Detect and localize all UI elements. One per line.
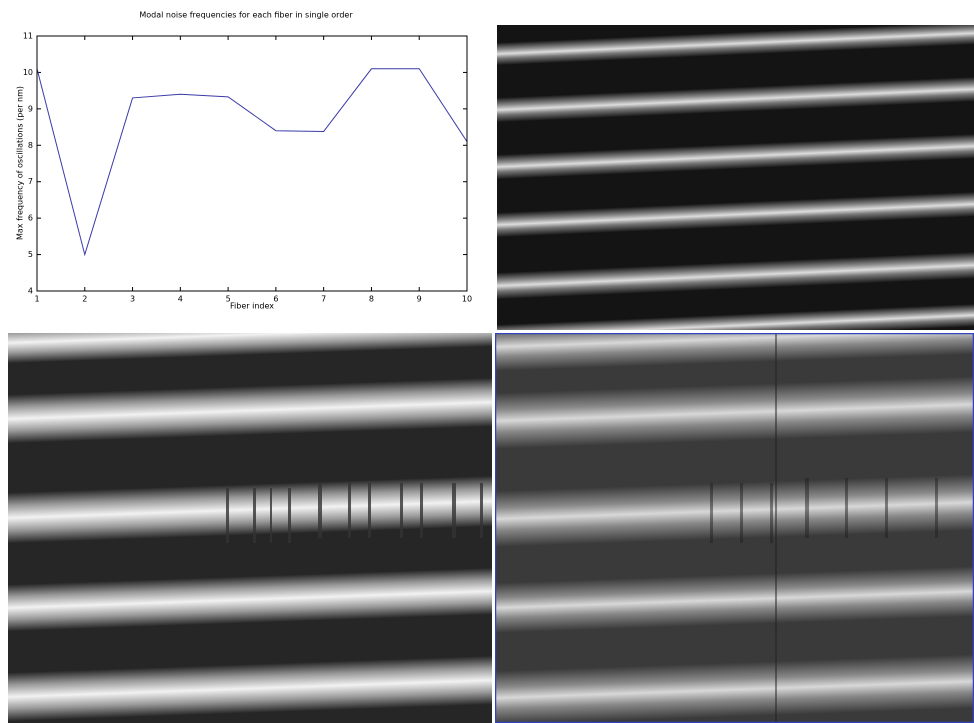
x-tick-label: 5 <box>226 295 231 304</box>
y-tick-label: 8 <box>28 141 33 150</box>
chart: Modal noise frequencies for each fiber i… <box>16 11 473 311</box>
x-tick-label: 6 <box>273 295 278 304</box>
y-axis-label: Max frequency of oscillations (per nm) <box>16 86 25 240</box>
x-tick-label: 9 <box>417 295 422 304</box>
x-tick-label: 3 <box>130 295 135 304</box>
y-tick-label: 7 <box>28 177 33 186</box>
x-tick-label: 4 <box>178 295 183 304</box>
data-line <box>36 68 468 257</box>
y-tick-label: 10 <box>23 68 33 77</box>
y-tick-label: 5 <box>28 250 33 259</box>
spectrum-image-bottom-right <box>495 333 974 723</box>
x-tick-label: 1 <box>34 295 39 304</box>
y-tick-label: 6 <box>28 214 33 223</box>
spectrum-image-bottom-left <box>8 333 492 723</box>
x-tick-label: 8 <box>369 295 374 304</box>
spectrum-image-top-right <box>497 25 974 330</box>
y-tick-label: 11 <box>23 32 33 41</box>
plot-frame <box>36 35 468 292</box>
x-axis-label: Fiber index <box>230 302 274 311</box>
chart-title: Modal noise frequencies for each fiber i… <box>139 11 353 20</box>
y-tick-label: 4 <box>28 287 33 296</box>
x-tick-label: 7 <box>321 295 326 304</box>
x-tick-label: 10 <box>462 295 472 304</box>
y-tick-label: 9 <box>28 104 33 113</box>
x-tick-label: 2 <box>82 295 87 304</box>
